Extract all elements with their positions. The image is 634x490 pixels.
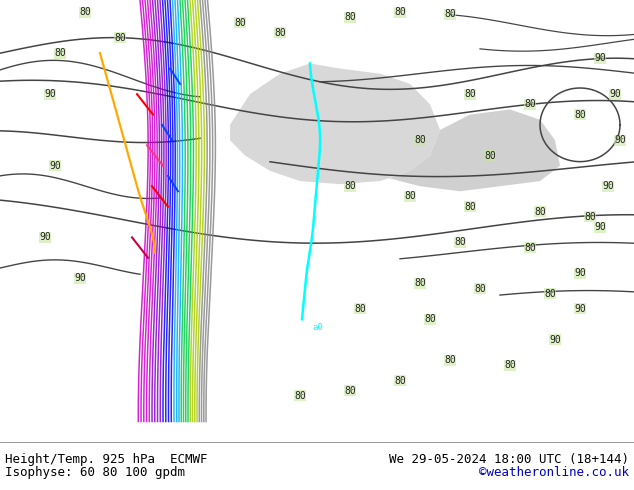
Text: Height/Temp. 925 hPa  ECMWF: Height/Temp. 925 hPa ECMWF	[5, 453, 207, 466]
Text: We 29-05-2024 18:00 UTC (18+144): We 29-05-2024 18:00 UTC (18+144)	[389, 453, 629, 466]
Text: 90: 90	[609, 89, 621, 99]
Text: 80: 80	[534, 207, 546, 217]
Text: 80: 80	[394, 376, 406, 386]
Text: 80: 80	[484, 150, 496, 161]
Text: 90: 90	[549, 335, 561, 344]
Text: 80: 80	[504, 360, 516, 370]
Text: 90: 90	[614, 135, 626, 145]
Text: 80: 80	[344, 12, 356, 23]
Text: 80: 80	[414, 278, 426, 289]
Text: 80: 80	[444, 355, 456, 365]
Text: 80: 80	[464, 89, 476, 99]
Text: 80: 80	[464, 202, 476, 212]
Text: 80: 80	[344, 181, 356, 191]
Text: 80: 80	[54, 48, 66, 58]
Text: 80: 80	[414, 135, 426, 145]
Text: 80: 80	[114, 33, 126, 43]
Polygon shape	[380, 109, 560, 191]
Text: 90: 90	[574, 268, 586, 278]
Polygon shape	[230, 63, 440, 184]
Text: 80: 80	[294, 391, 306, 401]
Text: 80: 80	[344, 386, 356, 396]
Text: 80: 80	[274, 28, 286, 38]
Text: 90: 90	[74, 273, 86, 283]
Text: 90: 90	[602, 181, 614, 191]
Text: 80: 80	[354, 304, 366, 314]
Text: 80: 80	[454, 238, 466, 247]
Text: 90: 90	[594, 222, 606, 232]
Text: 80: 80	[544, 289, 556, 298]
Text: 90: 90	[574, 304, 586, 314]
Text: 80: 80	[79, 7, 91, 17]
Text: 80: 80	[524, 99, 536, 109]
Text: 90: 90	[39, 232, 51, 243]
Text: 80: 80	[404, 192, 416, 201]
Text: 80: 80	[394, 7, 406, 17]
Text: 90: 90	[44, 89, 56, 99]
Text: 90: 90	[594, 53, 606, 63]
Text: 90: 90	[49, 161, 61, 171]
Text: 80: 80	[424, 314, 436, 324]
Text: ©weatheronline.co.uk: ©weatheronline.co.uk	[479, 466, 629, 479]
Text: 80: 80	[474, 284, 486, 294]
Text: 80: 80	[584, 212, 596, 222]
Text: 80: 80	[234, 18, 246, 27]
Text: 80: 80	[444, 9, 456, 19]
Text: Isophyse: 60 80 100 gpdm: Isophyse: 60 80 100 gpdm	[5, 466, 185, 479]
Text: 80: 80	[524, 243, 536, 252]
Text: a0: a0	[313, 323, 323, 332]
Text: 80: 80	[574, 110, 586, 120]
